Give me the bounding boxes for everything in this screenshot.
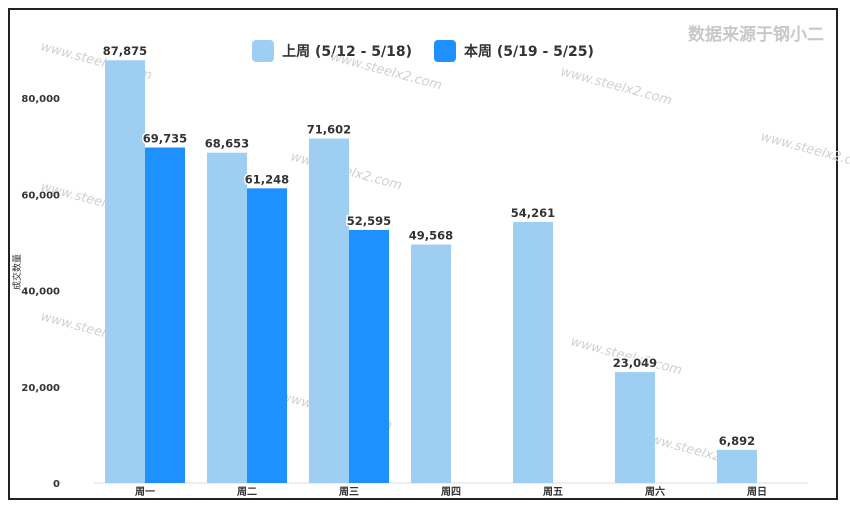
bars	[105, 60, 757, 484]
y-tick-label: 80,000	[21, 94, 60, 105]
legend-swatch-last-week	[252, 40, 275, 62]
x-tick-label: 周四	[441, 486, 461, 498]
legend-swatch-this-week	[434, 40, 456, 62]
data-label: 61,248	[245, 172, 289, 186]
x-tick-label: 周五	[543, 486, 563, 498]
data-labels: 87,875 68,653 71,602 49,568 54,261 23,049 6,89…	[101, 43, 756, 450]
data-label: 6,892	[719, 434, 755, 448]
y-tick-label: 40,000	[21, 287, 60, 298]
data-label: 54,261	[511, 206, 555, 220]
data-label: 52,595	[347, 214, 391, 228]
x-tick-label: 周三	[339, 486, 359, 498]
x-tick-label: 周六	[645, 485, 665, 498]
legend: 上周 (5/12 - 5/18) 本周 (5/19 - 5/25)	[10, 40, 836, 62]
bar	[615, 372, 655, 483]
data-label: 71,602	[307, 123, 351, 137]
y-tick-label: 20,000	[21, 383, 60, 394]
y-axis-title: 成交数量	[11, 254, 23, 290]
legend-label-last-week: 上周 (5/12 - 5/18)	[282, 44, 412, 60]
x-tick-label: 周二	[237, 486, 257, 498]
bar	[247, 188, 287, 483]
svg-text:www.steelx2.com: www.steelx2.com	[759, 129, 850, 173]
bar	[105, 60, 145, 484]
data-label: 69,735	[143, 131, 187, 145]
data-label: 49,568	[409, 229, 453, 243]
bar	[309, 138, 349, 483]
bar	[349, 229, 389, 483]
legend-item-last-week[interactable]: 上周 (5/12 - 5/18)	[252, 40, 412, 62]
bar	[513, 221, 553, 483]
y-tick-label: 0	[53, 479, 60, 490]
x-tick-label: 周日	[747, 486, 767, 498]
data-label: 68,653	[205, 137, 249, 151]
data-label: 23,049	[613, 356, 657, 370]
y-tick-label: 60,000	[21, 190, 60, 201]
legend-label-this-week: 本周 (5/19 - 5/25)	[464, 44, 594, 60]
legend-item-this-week[interactable]: 本周 (5/19 - 5/25)	[434, 40, 594, 62]
bar	[717, 449, 757, 483]
bar	[145, 147, 185, 483]
data-label: 87,875	[103, 44, 147, 58]
bar	[207, 152, 247, 483]
watermark-title: 数据来源于钢小二	[688, 25, 824, 45]
svg-text:www.steelx2.com: www.steelx2.com	[329, 49, 444, 93]
svg-text:www.steelx2.com: www.steelx2.com	[559, 64, 674, 108]
bar	[411, 244, 451, 483]
x-tick-label: 周一	[135, 486, 155, 498]
